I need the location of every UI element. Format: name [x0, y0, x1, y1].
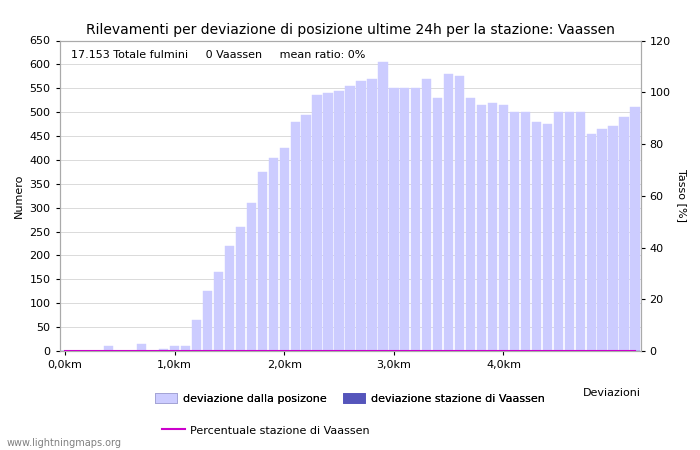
- Bar: [269, 158, 278, 351]
- Bar: [422, 79, 431, 351]
- Bar: [631, 108, 640, 351]
- Bar: [104, 346, 113, 351]
- Bar: [356, 81, 365, 351]
- Bar: [335, 90, 344, 351]
- Percentuale stazione di Vaassen: [423, 348, 431, 354]
- Bar: [236, 227, 245, 351]
- Legend: deviazione dalla posizone, deviazione stazione di Vaassen: deviazione dalla posizone, deviazione st…: [150, 389, 550, 409]
- Bar: [433, 98, 442, 351]
- Bar: [620, 117, 629, 351]
- Bar: [323, 93, 332, 351]
- Percentuale stazione di Vaassen: [499, 348, 508, 354]
- Bar: [411, 88, 421, 351]
- Bar: [400, 88, 410, 351]
- Percentuale stazione di Vaassen: [61, 348, 69, 354]
- Title: Rilevamenti per deviazione di posizione ultime 24h per la stazione: Vaassen: Rilevamenti per deviazione di posizione …: [85, 22, 615, 36]
- Bar: [488, 103, 497, 351]
- Y-axis label: Numero: Numero: [14, 174, 24, 218]
- Percentuale stazione di Vaassen: [565, 348, 573, 354]
- Text: Deviazioni: Deviazioni: [582, 388, 640, 398]
- Bar: [159, 349, 168, 351]
- Percentuale stazione di Vaassen: [631, 348, 639, 354]
- Percentuale stazione di Vaassen: [214, 348, 223, 354]
- Bar: [214, 272, 223, 351]
- Bar: [575, 112, 585, 351]
- Bar: [455, 76, 464, 351]
- Bar: [290, 122, 300, 351]
- Bar: [532, 122, 541, 351]
- Bar: [302, 115, 311, 351]
- Bar: [137, 344, 146, 351]
- Bar: [192, 320, 201, 351]
- Bar: [587, 134, 596, 351]
- Bar: [554, 112, 563, 351]
- Bar: [608, 126, 618, 351]
- Bar: [378, 62, 388, 351]
- Bar: [499, 105, 508, 351]
- Bar: [466, 98, 475, 351]
- Text: www.lightningmaps.org: www.lightningmaps.org: [7, 438, 122, 448]
- Bar: [477, 105, 486, 351]
- Percentuale stazione di Vaassen: [390, 348, 398, 354]
- Bar: [170, 346, 179, 351]
- Bar: [444, 74, 454, 351]
- Bar: [203, 291, 212, 351]
- Bar: [598, 129, 607, 351]
- Bar: [521, 112, 530, 351]
- Bar: [246, 203, 256, 351]
- Legend: Percentuale stazione di Vaassen: Percentuale stazione di Vaassen: [158, 420, 374, 440]
- Bar: [565, 112, 574, 351]
- Bar: [279, 148, 289, 351]
- Y-axis label: Tasso [%]: Tasso [%]: [678, 169, 687, 222]
- Bar: [542, 124, 552, 351]
- Bar: [345, 86, 355, 351]
- Bar: [181, 346, 190, 351]
- Bar: [510, 112, 519, 351]
- Bar: [225, 246, 234, 351]
- Percentuale stazione di Vaassen: [400, 348, 409, 354]
- Text: 17.153 Totale fulmini     0 Vaassen     mean ratio: 0%: 17.153 Totale fulmini 0 Vaassen mean rat…: [71, 50, 365, 60]
- Bar: [312, 95, 322, 351]
- Bar: [389, 88, 398, 351]
- Bar: [368, 79, 377, 351]
- Bar: [258, 172, 267, 351]
